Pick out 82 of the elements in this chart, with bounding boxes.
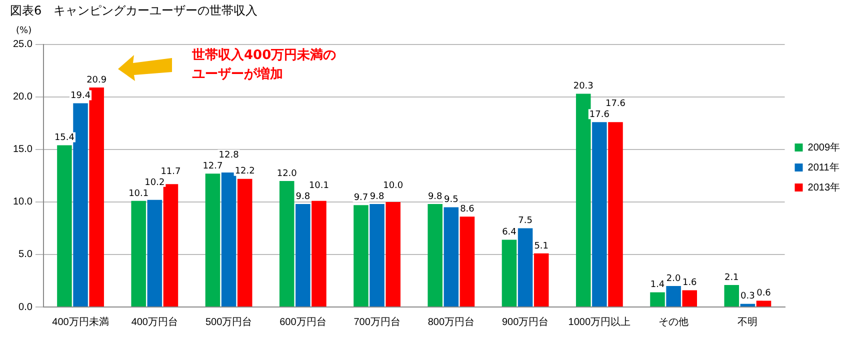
data-label: 9.8 xyxy=(370,192,384,202)
bar xyxy=(386,202,400,306)
y-axis-title: (%) xyxy=(16,26,32,36)
x-tick-label: 900万円台 xyxy=(502,316,549,328)
data-label: 5.1 xyxy=(534,241,549,252)
annotation: 世帯収入400万円未満のユーザーが増加 xyxy=(192,46,338,84)
bar xyxy=(73,103,88,306)
bar xyxy=(221,172,236,306)
legend-label: 2009年 xyxy=(808,141,840,154)
x-tick-label: 800万円台 xyxy=(428,316,475,328)
bar xyxy=(57,145,72,306)
bar xyxy=(682,290,698,306)
data-label: 2.1 xyxy=(724,272,739,283)
x-tick-label: 400万円未満 xyxy=(52,316,109,328)
legend-label: 2013年 xyxy=(808,181,840,194)
bar xyxy=(518,228,533,306)
data-label: 2.0 xyxy=(666,274,681,284)
legend-label: 2011年 xyxy=(808,161,840,174)
y-tick-label: 10.0 xyxy=(12,196,33,208)
data-label: 12.2 xyxy=(234,166,255,177)
chart-title: 図表6 キャンピングカーユーザーの世帯収入 xyxy=(10,3,258,18)
data-label: 9.8 xyxy=(428,192,443,202)
data-label: 10.0 xyxy=(383,180,404,191)
data-label: 6.4 xyxy=(502,228,517,238)
bar xyxy=(444,207,459,306)
bar xyxy=(534,253,549,306)
bar xyxy=(756,300,772,306)
data-label: 12.0 xyxy=(276,168,298,179)
bar xyxy=(237,178,252,306)
data-label: 7.5 xyxy=(518,216,532,226)
bar xyxy=(724,284,740,306)
data-label: 19.4 xyxy=(70,91,91,102)
data-label: 11.7 xyxy=(160,166,181,177)
data-label: 9.8 xyxy=(296,192,310,202)
bar xyxy=(460,216,475,306)
bar xyxy=(147,200,162,306)
data-label: 12.8 xyxy=(218,150,240,160)
data-label: 17.6 xyxy=(589,110,610,120)
y-tick-label: 20.0 xyxy=(12,92,33,103)
bar xyxy=(576,94,591,306)
data-label: 15.4 xyxy=(54,133,75,144)
data-label: 10.1 xyxy=(128,188,149,199)
bar xyxy=(608,122,623,306)
bar xyxy=(370,204,384,306)
bar xyxy=(354,205,368,306)
y-tick-label: 25.0 xyxy=(12,39,33,50)
x-tick-label: 600万円台 xyxy=(280,316,326,328)
x-tick-label: 500万円台 xyxy=(205,316,252,328)
bar xyxy=(163,184,178,306)
y-tick-label: 15.0 xyxy=(12,144,33,156)
bar xyxy=(131,200,146,306)
data-label: 10.1 xyxy=(308,180,329,191)
data-label: 1.6 xyxy=(682,278,698,288)
data-label: 20.3 xyxy=(573,82,594,92)
data-label: 20.9 xyxy=(86,75,107,86)
x-tick-label: 400万円台 xyxy=(131,316,178,328)
bar xyxy=(89,87,104,306)
bar xyxy=(666,286,681,306)
bar xyxy=(296,204,310,306)
bar xyxy=(502,240,517,306)
data-label: 9.5 xyxy=(444,195,458,206)
x-tick-label: 不明 xyxy=(738,316,758,328)
bar xyxy=(205,174,220,306)
data-label: 8.6 xyxy=(460,204,475,215)
bar xyxy=(740,304,756,306)
y-tick-label: 5.0 xyxy=(18,249,33,260)
bar xyxy=(428,204,442,306)
data-label: 1.4 xyxy=(650,280,665,290)
data-label: 0.3 xyxy=(740,292,755,302)
data-label: 10.2 xyxy=(144,178,165,188)
x-tick-label: 700万円台 xyxy=(354,316,400,328)
y-tick-label: 0.0 xyxy=(18,302,33,313)
bar xyxy=(279,180,294,306)
data-label: 0.6 xyxy=(756,288,772,299)
x-tick-label: 1000万円以上 xyxy=(568,316,631,328)
data-label: 17.6 xyxy=(605,98,626,109)
data-label: 9.7 xyxy=(354,192,368,203)
bar xyxy=(650,292,665,306)
bar xyxy=(312,200,326,306)
data-label: 12.7 xyxy=(202,161,223,172)
bar xyxy=(592,122,607,306)
x-tick-label: その他 xyxy=(658,316,689,328)
